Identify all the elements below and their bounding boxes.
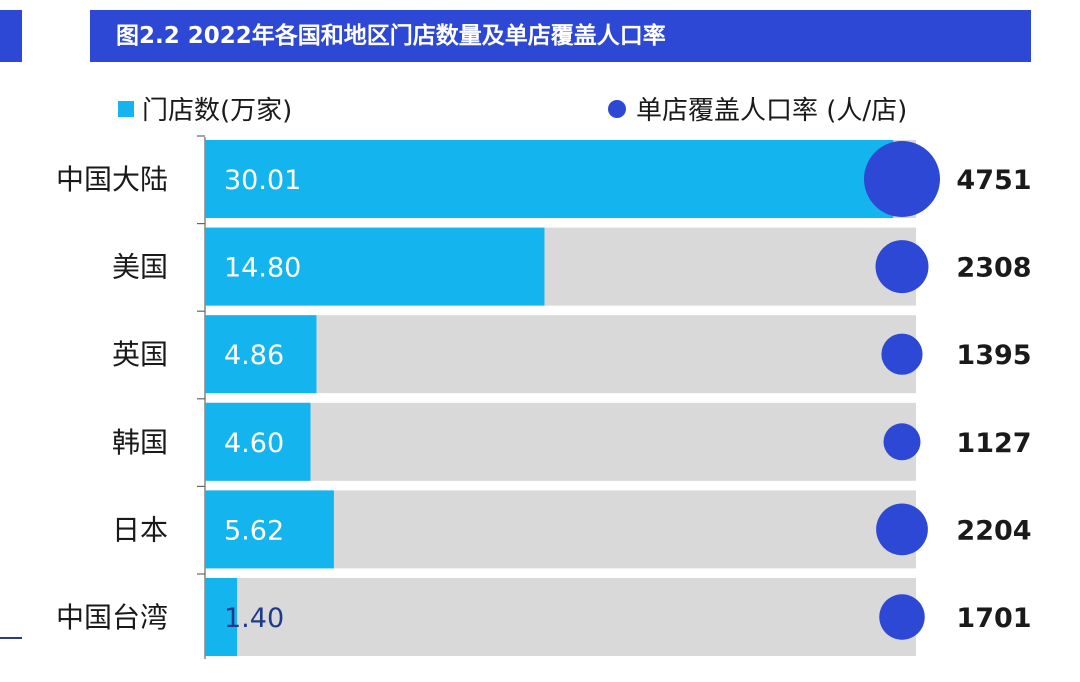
chart-title: 图2.2 2022年各国和地区门店数量及单店覆盖人口率 (90, 10, 1031, 62)
bar-value-label: 4.60 (224, 428, 284, 459)
bar-value-label: 14.80 (224, 253, 301, 284)
bar-track (205, 578, 916, 656)
coverage-circle (864, 141, 940, 217)
bar-value-label: 1.40 (224, 603, 284, 634)
left-accent-line (0, 637, 22, 639)
bar-store-count (205, 140, 894, 218)
category-label: 日本 (112, 513, 168, 546)
bar-value-label: 4.86 (224, 340, 284, 371)
category-label: 中国大陆 (56, 163, 168, 196)
coverage-circle (883, 423, 921, 461)
coverage-circle (879, 594, 925, 640)
category-label: 韩国 (112, 426, 168, 459)
legend-item-store-count: 门店数(万家) (118, 90, 292, 127)
coverage-circle (881, 333, 923, 375)
category-label: 中国台湾 (56, 601, 168, 634)
coverage-circle (876, 503, 928, 556)
bar-value-label: 5.62 (224, 515, 284, 546)
bar-store-count (205, 578, 238, 656)
bar-store-count (205, 227, 545, 306)
coverage-value-label: 1127 (956, 428, 1031, 459)
bar-store-count (205, 402, 311, 481)
bar-store-count (205, 315, 317, 394)
bar-store-count (205, 490, 334, 569)
coverage-value-label: 1701 (956, 603, 1031, 634)
category-label: 英国 (112, 338, 168, 371)
bar-track (205, 402, 916, 481)
legend-item-coverage: 单店覆盖人口率 (人/店) (608, 90, 907, 127)
left-accent-bar (0, 10, 22, 62)
legend-dot-swatch (608, 99, 626, 118)
coverage-value-label: 4751 (956, 165, 1031, 196)
legend-label-coverage: 单店覆盖人口率 (人/店) (636, 96, 908, 126)
bar-track (205, 315, 916, 394)
coverage-value-label: 2308 (956, 253, 1031, 284)
legend-square-swatch (118, 100, 134, 117)
category-label: 美国 (112, 251, 168, 284)
bar-value-label: 30.01 (224, 165, 301, 196)
coverage-value-label: 2204 (956, 515, 1031, 546)
coverage-value-label: 1395 (956, 340, 1031, 371)
coverage-circle (875, 240, 929, 294)
legend-label-store-count: 门店数(万家) (142, 96, 293, 126)
